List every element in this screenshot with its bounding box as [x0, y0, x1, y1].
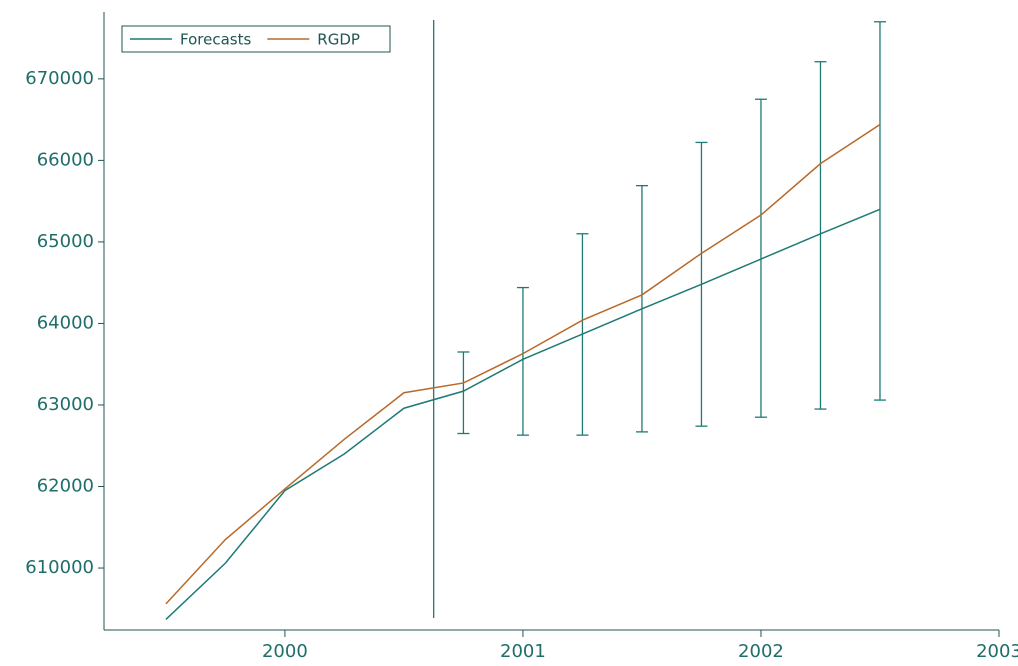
x-tick-label: 2000: [262, 641, 308, 662]
x-tick-label: 2001: [500, 641, 546, 662]
error-bar: [754, 98, 767, 418]
error-bar: [814, 61, 827, 410]
y-tick-label: 610000: [25, 557, 94, 578]
legend-label: Forecasts: [180, 31, 251, 49]
error-bar: [695, 141, 708, 427]
y-tick-label: 63000: [37, 394, 94, 415]
error-bar: [576, 233, 589, 436]
error-bar: [635, 185, 648, 433]
x-tick-label: 2003: [976, 641, 1018, 662]
y-tick-label: 66000: [37, 149, 94, 170]
x-tick-label: 2002: [738, 641, 784, 662]
legend-label: RGDP: [317, 31, 360, 49]
series-line: [165, 123, 881, 605]
y-tick-label: 64000: [37, 312, 94, 333]
error-bar: [457, 351, 470, 435]
y-tick-label: 62000: [37, 476, 94, 497]
error-bar: [873, 21, 886, 401]
error-bar: [516, 286, 529, 436]
y-tick-label: 65000: [37, 231, 94, 252]
y-tick-label: 670000: [25, 68, 94, 89]
